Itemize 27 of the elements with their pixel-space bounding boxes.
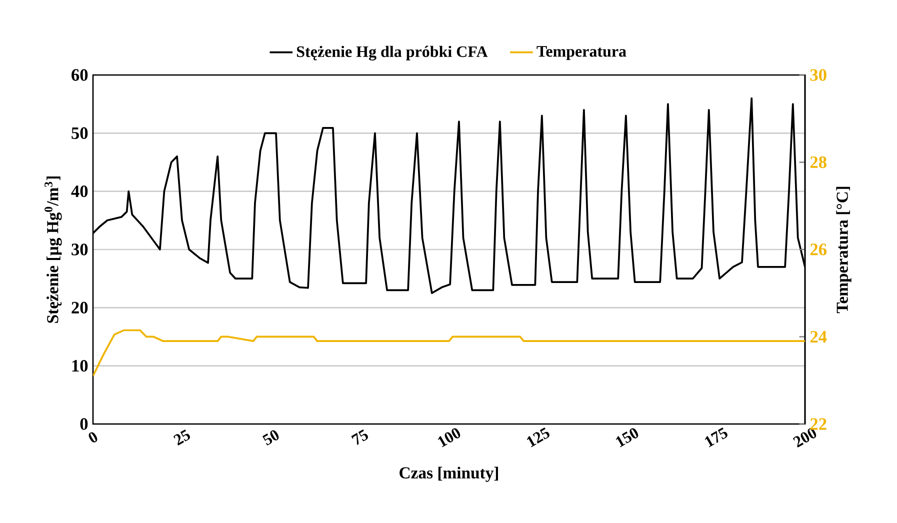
y-tick-label: 60 xyxy=(72,69,88,81)
y2-axis-title: Temperatura [°C] xyxy=(836,186,852,314)
x-tick-label: 200 xyxy=(792,428,816,448)
y2-tick-label: 24 xyxy=(810,330,827,342)
y2-tick-label: 26 xyxy=(810,244,827,256)
y-axis-title: Stężenie [µg Hg$^{0}$/m$^{3}$] xyxy=(44,176,62,323)
x-tick-label: 50 xyxy=(262,430,279,446)
y-tick-label: 30 xyxy=(72,244,88,256)
legend-label: Stężenie Hg dla próbki CFA xyxy=(296,46,488,60)
y-tick-label: 10 xyxy=(72,360,88,372)
line-series xyxy=(93,329,805,377)
y2-tick-label: 30 xyxy=(810,69,826,81)
y-tick-label: 20 xyxy=(72,302,88,314)
legend-label: Temperatura xyxy=(536,46,626,60)
x-tick-label: 25 xyxy=(173,429,190,446)
x-tick-label: 100 xyxy=(438,428,460,448)
x-tick-label: 75 xyxy=(351,429,368,445)
x-tick-label: 0 xyxy=(88,432,98,442)
y-tick-label: 40 xyxy=(71,185,88,198)
y2-tick-label: 22 xyxy=(810,418,826,430)
y2-tick-label: 28 xyxy=(810,156,826,168)
x-tick-label: 175 xyxy=(704,427,728,448)
x-tick-label: 150 xyxy=(616,428,638,448)
x-tick-label: 125 xyxy=(526,427,550,448)
y-tick-label: 0 xyxy=(80,418,88,430)
x-axis-title: Czas [minuty] xyxy=(400,466,498,482)
y-tick-label: 50 xyxy=(72,127,88,139)
